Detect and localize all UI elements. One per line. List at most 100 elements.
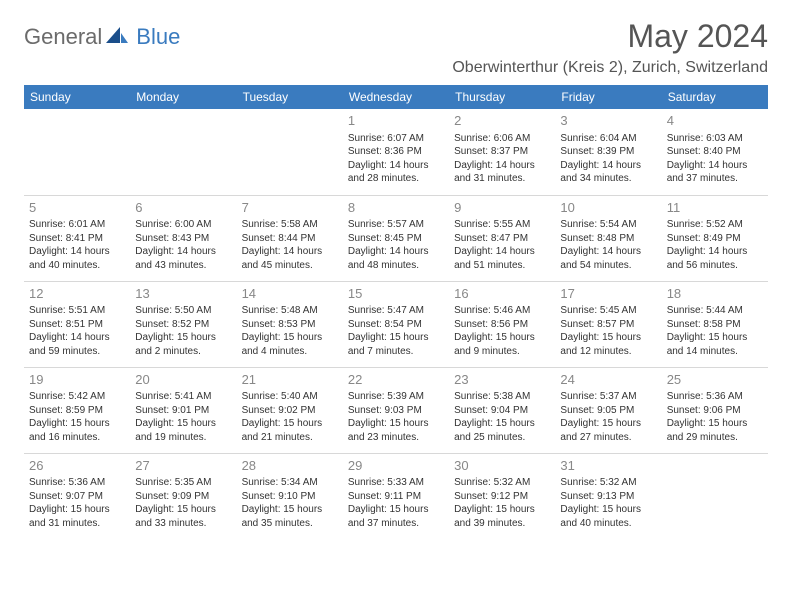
sunrise-line: Sunrise: 5:48 AM	[242, 304, 338, 318]
day-cell: 13Sunrise: 5:50 AMSunset: 8:52 PMDayligh…	[130, 281, 236, 367]
sunset-line: Sunset: 8:52 PM	[135, 318, 231, 332]
day-number: 22	[348, 371, 444, 389]
sunrise-line: Sunrise: 5:47 AM	[348, 304, 444, 318]
daylight-line-1: Daylight: 14 hours	[242, 245, 338, 259]
daylight-line-2: and 54 minutes.	[560, 259, 656, 273]
sunset-line: Sunset: 8:45 PM	[348, 232, 444, 246]
daylight-line-1: Daylight: 15 hours	[135, 417, 231, 431]
sunset-line: Sunset: 9:02 PM	[242, 404, 338, 418]
sunset-line: Sunset: 9:01 PM	[135, 404, 231, 418]
day-cell: 19Sunrise: 5:42 AMSunset: 8:59 PMDayligh…	[24, 367, 130, 453]
day-number: 8	[348, 199, 444, 217]
week-row: 5Sunrise: 6:01 AMSunset: 8:41 PMDaylight…	[24, 195, 768, 281]
day-header-monday: Monday	[130, 85, 236, 109]
day-number: 18	[667, 285, 763, 303]
daylight-line-1: Daylight: 15 hours	[242, 503, 338, 517]
day-number: 2	[454, 112, 550, 130]
daylight-line-2: and 2 minutes.	[135, 345, 231, 359]
day-header-row: SundayMondayTuesdayWednesdayThursdayFrid…	[24, 85, 768, 109]
sunset-line: Sunset: 8:37 PM	[454, 145, 550, 159]
day-number: 12	[29, 285, 125, 303]
week-row: 1Sunrise: 6:07 AMSunset: 8:36 PMDaylight…	[24, 109, 768, 195]
week-row: 19Sunrise: 5:42 AMSunset: 8:59 PMDayligh…	[24, 367, 768, 453]
day-number: 13	[135, 285, 231, 303]
sunset-line: Sunset: 8:53 PM	[242, 318, 338, 332]
sunrise-line: Sunrise: 6:03 AM	[667, 132, 763, 146]
day-number: 19	[29, 371, 125, 389]
daylight-line-1: Daylight: 14 hours	[667, 245, 763, 259]
daylight-line-2: and 31 minutes.	[29, 517, 125, 531]
calendar-table: SundayMondayTuesdayWednesdayThursdayFrid…	[24, 85, 768, 539]
sunrise-line: Sunrise: 6:00 AM	[135, 218, 231, 232]
day-number: 17	[560, 285, 656, 303]
day-number: 9	[454, 199, 550, 217]
daylight-line-1: Daylight: 15 hours	[242, 417, 338, 431]
daylight-line-2: and 28 minutes.	[348, 172, 444, 186]
day-number: 23	[454, 371, 550, 389]
day-cell: 14Sunrise: 5:48 AMSunset: 8:53 PMDayligh…	[237, 281, 343, 367]
day-header-tuesday: Tuesday	[237, 85, 343, 109]
logo-sail-icon	[106, 25, 128, 50]
daylight-line-1: Daylight: 15 hours	[348, 503, 444, 517]
title-block: May 2024 Oberwinterthur (Kreis 2), Zuric…	[452, 18, 768, 77]
day-number: 26	[29, 457, 125, 475]
daylight-line-2: and 9 minutes.	[454, 345, 550, 359]
day-number: 10	[560, 199, 656, 217]
header: General Blue May 2024 Oberwinterthur (Kr…	[24, 18, 768, 77]
day-number: 1	[348, 112, 444, 130]
day-number: 16	[454, 285, 550, 303]
day-cell: 6Sunrise: 6:00 AMSunset: 8:43 PMDaylight…	[130, 195, 236, 281]
daylight-line-1: Daylight: 14 hours	[454, 159, 550, 173]
day-cell: 16Sunrise: 5:46 AMSunset: 8:56 PMDayligh…	[449, 281, 555, 367]
sunrise-line: Sunrise: 6:06 AM	[454, 132, 550, 146]
sunrise-line: Sunrise: 5:32 AM	[454, 476, 550, 490]
daylight-line-2: and 51 minutes.	[454, 259, 550, 273]
day-number: 24	[560, 371, 656, 389]
daylight-line-2: and 31 minutes.	[454, 172, 550, 186]
logo: General Blue	[24, 24, 180, 50]
daylight-line-2: and 4 minutes.	[242, 345, 338, 359]
daylight-line-2: and 40 minutes.	[29, 259, 125, 273]
day-number: 27	[135, 457, 231, 475]
daylight-line-1: Daylight: 14 hours	[348, 159, 444, 173]
daylight-line-1: Daylight: 14 hours	[667, 159, 763, 173]
daylight-line-1: Daylight: 14 hours	[560, 245, 656, 259]
daylight-line-1: Daylight: 15 hours	[560, 331, 656, 345]
daylight-line-1: Daylight: 14 hours	[560, 159, 656, 173]
daylight-line-1: Daylight: 15 hours	[454, 417, 550, 431]
daylight-line-2: and 34 minutes.	[560, 172, 656, 186]
sunrise-line: Sunrise: 5:38 AM	[454, 390, 550, 404]
sunset-line: Sunset: 8:59 PM	[29, 404, 125, 418]
day-cell: 30Sunrise: 5:32 AMSunset: 9:12 PMDayligh…	[449, 453, 555, 539]
daylight-line-1: Daylight: 15 hours	[348, 331, 444, 345]
day-cell: 24Sunrise: 5:37 AMSunset: 9:05 PMDayligh…	[555, 367, 661, 453]
day-number: 30	[454, 457, 550, 475]
sunrise-line: Sunrise: 5:57 AM	[348, 218, 444, 232]
sunset-line: Sunset: 9:10 PM	[242, 490, 338, 504]
daylight-line-1: Daylight: 15 hours	[667, 331, 763, 345]
day-number: 15	[348, 285, 444, 303]
sunset-line: Sunset: 8:51 PM	[29, 318, 125, 332]
day-cell: 8Sunrise: 5:57 AMSunset: 8:45 PMDaylight…	[343, 195, 449, 281]
sunset-line: Sunset: 8:57 PM	[560, 318, 656, 332]
day-number: 31	[560, 457, 656, 475]
sunrise-line: Sunrise: 5:44 AM	[667, 304, 763, 318]
day-header-thursday: Thursday	[449, 85, 555, 109]
day-cell: 11Sunrise: 5:52 AMSunset: 8:49 PMDayligh…	[662, 195, 768, 281]
sunset-line: Sunset: 8:39 PM	[560, 145, 656, 159]
sunset-line: Sunset: 8:40 PM	[667, 145, 763, 159]
daylight-line-1: Daylight: 15 hours	[454, 331, 550, 345]
daylight-line-1: Daylight: 15 hours	[560, 503, 656, 517]
day-cell: 21Sunrise: 5:40 AMSunset: 9:02 PMDayligh…	[237, 367, 343, 453]
daylight-line-1: Daylight: 15 hours	[454, 503, 550, 517]
daylight-line-2: and 43 minutes.	[135, 259, 231, 273]
sunrise-line: Sunrise: 5:40 AM	[242, 390, 338, 404]
sunset-line: Sunset: 8:41 PM	[29, 232, 125, 246]
sunrise-line: Sunrise: 5:34 AM	[242, 476, 338, 490]
sunrise-line: Sunrise: 5:33 AM	[348, 476, 444, 490]
daylight-line-2: and 37 minutes.	[348, 517, 444, 531]
sunrise-line: Sunrise: 5:32 AM	[560, 476, 656, 490]
day-header-friday: Friday	[555, 85, 661, 109]
daylight-line-2: and 35 minutes.	[242, 517, 338, 531]
sunset-line: Sunset: 9:13 PM	[560, 490, 656, 504]
